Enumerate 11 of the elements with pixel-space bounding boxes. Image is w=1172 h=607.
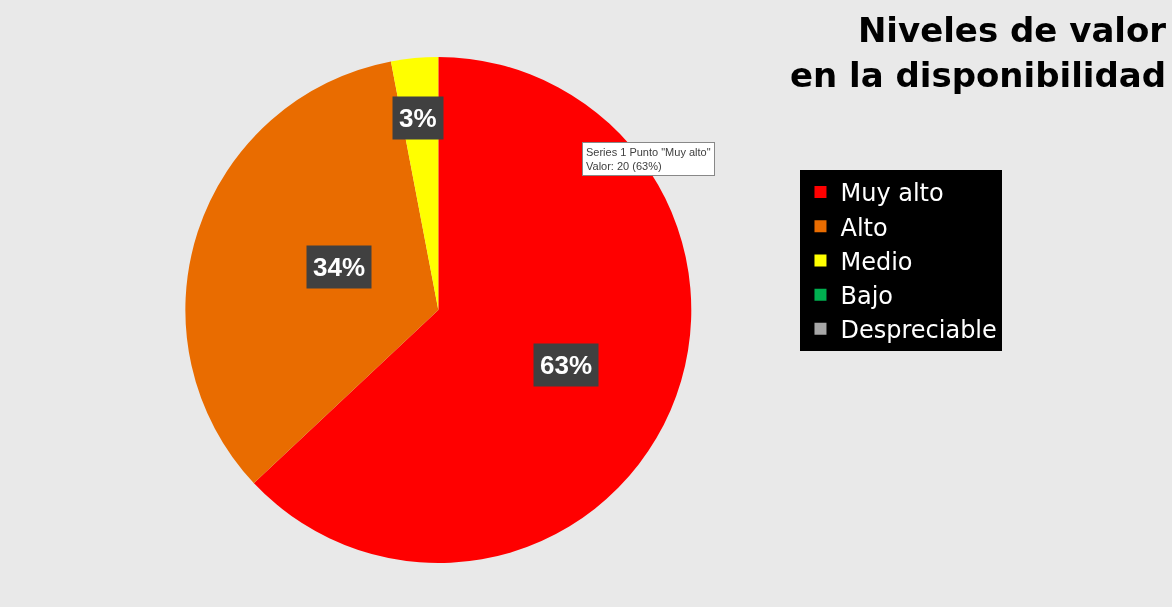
chart-title: Niveles de valor en la disponibilidad	[789, 10, 1167, 95]
data-label: 63%	[540, 350, 593, 380]
pie-slice	[185, 61, 439, 484]
legend-label: Medio	[840, 247, 913, 276]
legend-label: Despreciable	[840, 316, 997, 345]
text: Series 1 Punto "Muy alto" Valor: 20 (63%)	[586, 146, 711, 173]
legend-label: Alto	[840, 213, 888, 242]
legend-label: Muy alto	[840, 179, 944, 208]
legend-label: Bajo	[840, 282, 894, 311]
data-label: 3%	[399, 103, 437, 133]
data-label: 34%	[313, 252, 366, 282]
